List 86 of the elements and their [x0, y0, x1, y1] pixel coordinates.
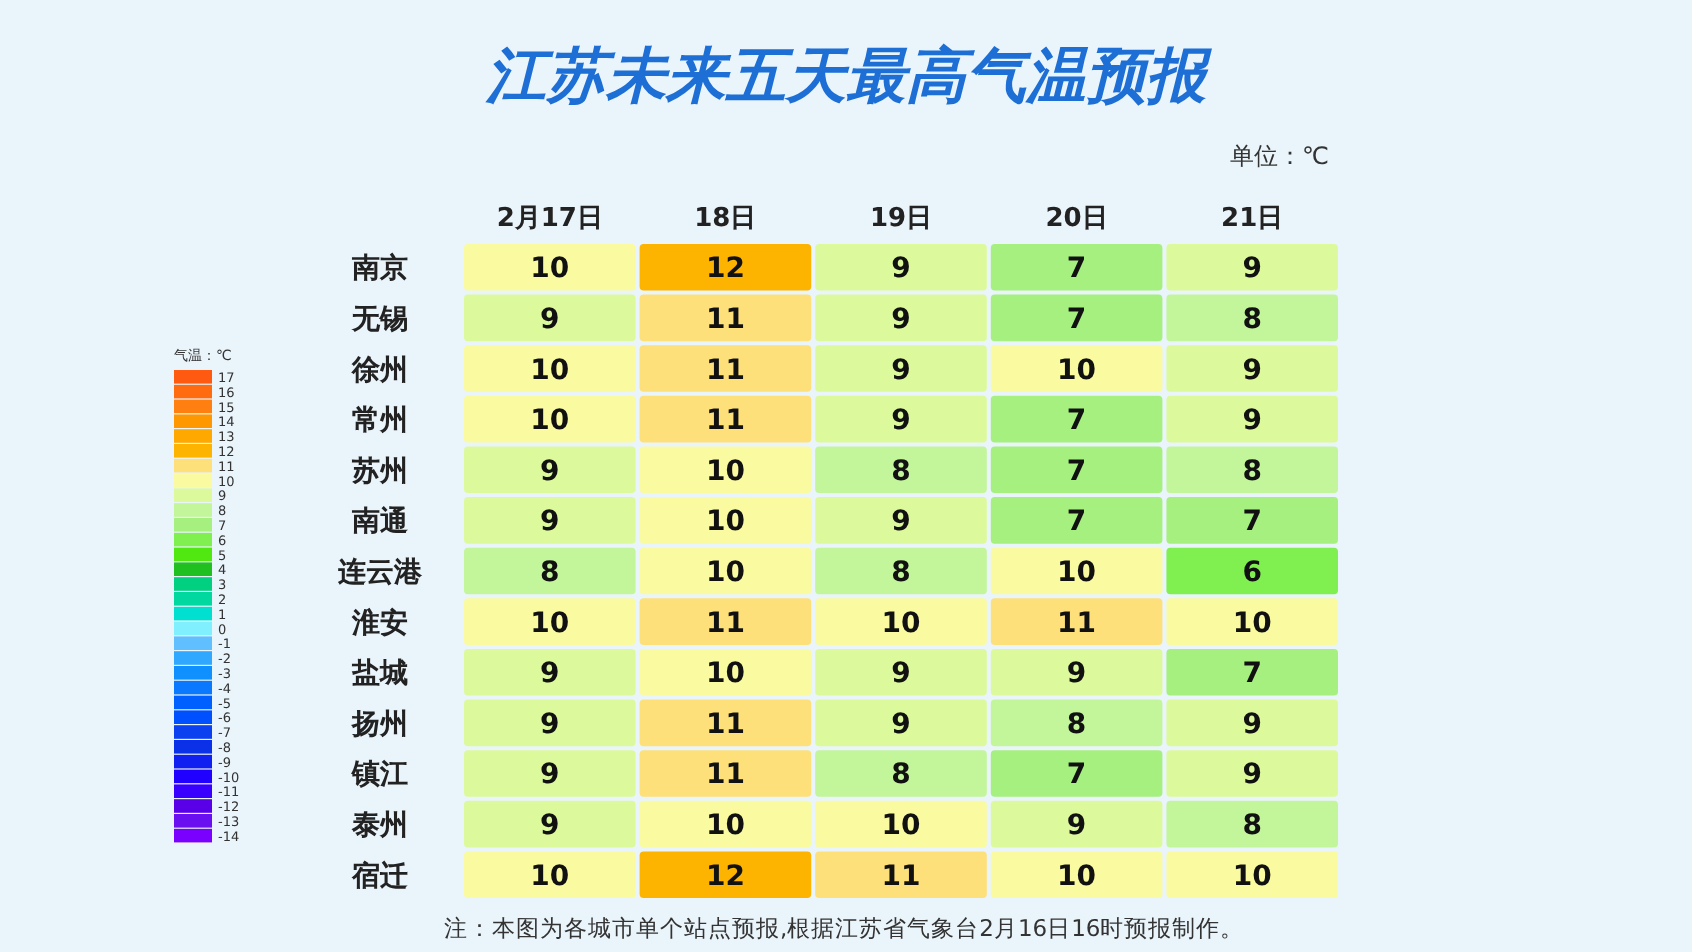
y-tick-label: 镇江	[350, 759, 408, 792]
data-label: 10	[1232, 607, 1273, 640]
data-label: 9	[891, 658, 911, 691]
data-label: 8	[891, 557, 911, 589]
data-label: 9	[540, 759, 560, 792]
y-tick-label: 盐城	[350, 658, 408, 691]
data-label: 9	[540, 708, 560, 741]
data-label: 10	[530, 405, 570, 438]
data-label: 11	[705, 759, 745, 792]
x-tick-label: 2月17日	[496, 204, 603, 234]
data-label: 9	[540, 303, 560, 336]
data-label: 7	[1242, 506, 1262, 539]
data-label: 9	[891, 506, 911, 539]
data-label: 10	[705, 455, 746, 488]
data-label: 6	[1242, 557, 1262, 589]
data-label: 8	[1242, 810, 1262, 843]
x-tick-label: 20日	[1045, 204, 1108, 234]
data-label: 9	[1242, 708, 1262, 741]
data-label: 9	[891, 405, 911, 438]
data-label: 9	[1066, 810, 1087, 843]
data-label: 10	[705, 658, 746, 691]
data-label: 8	[891, 759, 911, 792]
data-label: 9	[540, 506, 560, 539]
data-label: 12	[705, 860, 745, 893]
y-tick-label: 连云港	[336, 557, 424, 589]
y-tick-label: 南京	[350, 251, 408, 286]
data-label: 10	[881, 810, 921, 843]
data-label: 9	[1242, 405, 1262, 438]
data-label: 9	[540, 658, 560, 691]
data-label: 10	[530, 607, 570, 640]
data-label: 9	[1242, 759, 1262, 792]
data-label: 9	[540, 810, 560, 843]
data-label: 9	[1066, 658, 1087, 691]
text: 注：本图为各城市单个站点预报,根据江苏省气象台2月16日16时预报制作。	[444, 914, 1245, 942]
data-label: 10	[705, 506, 746, 539]
data-label: 8	[540, 557, 560, 589]
x-tick-label: 18日	[694, 204, 757, 234]
data-label: 9	[540, 455, 560, 488]
y-tick-label: 无锡	[350, 303, 408, 336]
data-label: 9	[1242, 253, 1262, 286]
data-label: 10	[530, 860, 570, 893]
data-label: 10	[1057, 860, 1097, 893]
data-label: 11	[705, 354, 745, 387]
data-label: 7	[1242, 658, 1262, 691]
y-tick-label: 宿迁	[350, 858, 408, 893]
chart-subtitle: 单位：℃	[1230, 142, 1329, 170]
data-label: 7	[1066, 253, 1087, 286]
data-label: 8	[1242, 303, 1262, 336]
data-label: 10	[530, 253, 570, 286]
x-tick-label: 21日	[1221, 204, 1284, 234]
data-label: 11	[705, 708, 745, 741]
x-tick-label: 19日	[869, 204, 933, 234]
data-label: 11	[1057, 607, 1097, 640]
y-tick-label: 常州	[352, 405, 408, 438]
y-tick-label: 扬州	[350, 708, 408, 741]
data-label: 11	[705, 405, 745, 438]
data-label: 10	[881, 607, 921, 640]
data-label: 10	[705, 810, 746, 843]
data-label: 9	[891, 708, 911, 741]
data-label: 10	[1057, 557, 1097, 589]
data-label: 7	[1066, 759, 1087, 792]
data-label: 8	[891, 455, 911, 488]
data-label: 10	[1057, 354, 1097, 387]
y-tick-label: 淮安	[350, 605, 408, 640]
data-label: 8	[1242, 455, 1262, 488]
data-label: 11	[705, 607, 745, 640]
y-tick-label: 南通	[350, 504, 410, 539]
data-label: 11	[705, 303, 745, 336]
data-label: 7	[1066, 506, 1087, 539]
data-label: 10	[1232, 860, 1273, 893]
data-label: 9	[891, 303, 911, 336]
data-label: 11	[881, 860, 921, 893]
data-label: 8	[1066, 708, 1087, 741]
y-tick-label: 徐州	[350, 354, 408, 387]
y-tick-label: 苏州	[350, 455, 408, 488]
chart-title: 江苏未来五天最高气温预报	[484, 42, 1212, 112]
data-label: 9	[1242, 354, 1262, 387]
data-label: 10	[530, 354, 570, 387]
data-label: 9	[891, 354, 911, 387]
data-label: 7	[1066, 405, 1087, 438]
data-label: 10	[705, 557, 746, 589]
data-label: 12	[705, 253, 745, 286]
data-label: 7	[1066, 303, 1087, 336]
y-tick-label: 泰州	[350, 810, 408, 843]
data-label: 9	[891, 253, 911, 286]
data-label: 7	[1066, 455, 1087, 488]
